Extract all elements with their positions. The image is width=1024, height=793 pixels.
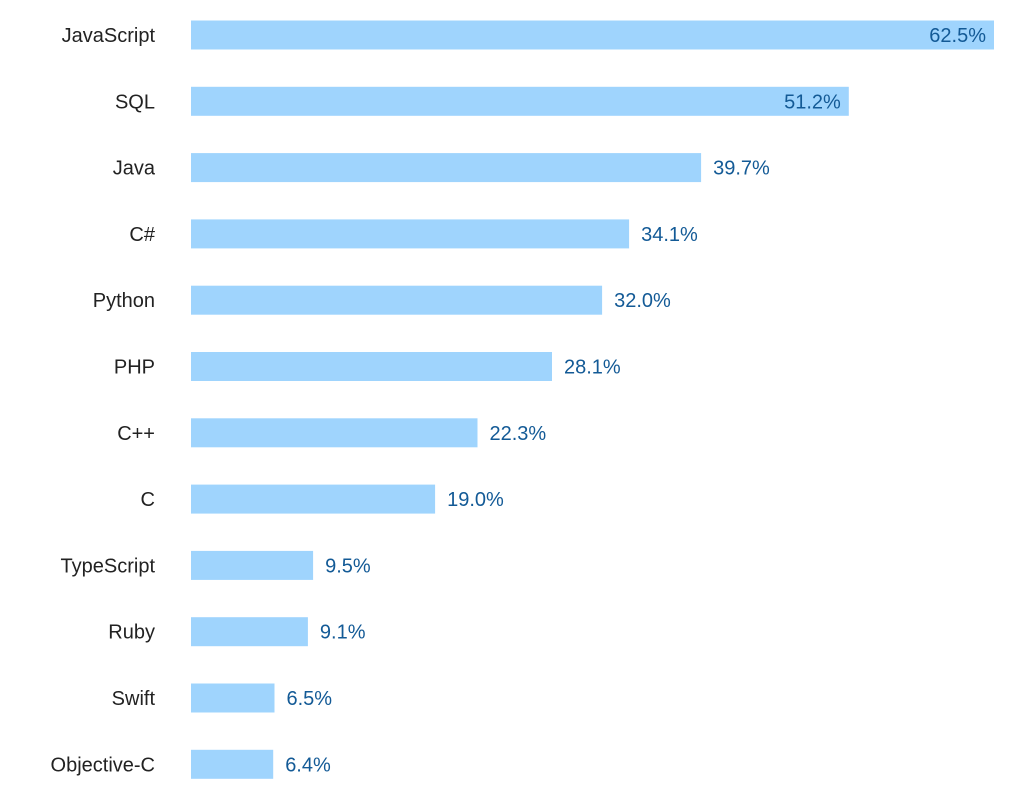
- bar-c: [191, 418, 478, 448]
- value-label-typescript: 9.5%: [325, 555, 371, 577]
- bar-javascript: [191, 20, 994, 50]
- bar-swift: [191, 683, 275, 713]
- value-label-php: 28.1%: [564, 357, 621, 379]
- value-label-c: 19.0%: [447, 489, 504, 511]
- category-label-ruby: Ruby: [108, 622, 155, 644]
- bars-layer: [191, 20, 994, 779]
- labels-layer: JavaScript 62.5% SQL 51.2% Java 39.7% C# 34.1% P…: [51, 25, 987, 776]
- bar-php: [191, 352, 552, 381]
- category-label-sql: SQL: [115, 91, 155, 113]
- bar-c: [191, 219, 630, 249]
- category-label-php: PHP: [114, 357, 155, 379]
- category-label-c: C#: [129, 224, 155, 246]
- category-label-typescript: TypeScript: [61, 555, 156, 577]
- bar-objective-c: [191, 749, 274, 779]
- bar-sql: [191, 86, 849, 116]
- value-label-python: 32.0%: [614, 290, 671, 312]
- category-label-javascript: JavaScript: [62, 25, 156, 47]
- bar-java: [191, 153, 702, 183]
- bar-typescript: [191, 550, 314, 580]
- value-label-swift: 6.5%: [287, 688, 333, 710]
- value-label-c: 34.1%: [641, 224, 698, 246]
- bar-ruby: [191, 617, 308, 647]
- bar-python: [191, 285, 603, 315]
- category-label-swift: Swift: [112, 688, 156, 710]
- value-label-javascript: 62.5%: [929, 25, 986, 47]
- category-label-java: Java: [113, 158, 156, 180]
- category-label-python: Python: [93, 290, 155, 312]
- value-label-c: 22.3%: [490, 423, 547, 445]
- category-label-objective-c: Objective-C: [51, 754, 155, 776]
- category-label-c: C++: [117, 423, 155, 445]
- value-label-java: 39.7%: [713, 158, 770, 180]
- category-label-c: C: [141, 489, 155, 511]
- bar-c: [191, 484, 436, 514]
- value-label-sql: 51.2%: [784, 91, 841, 113]
- value-label-objective-c: 6.4%: [285, 754, 331, 776]
- value-label-ruby: 9.1%: [320, 622, 366, 644]
